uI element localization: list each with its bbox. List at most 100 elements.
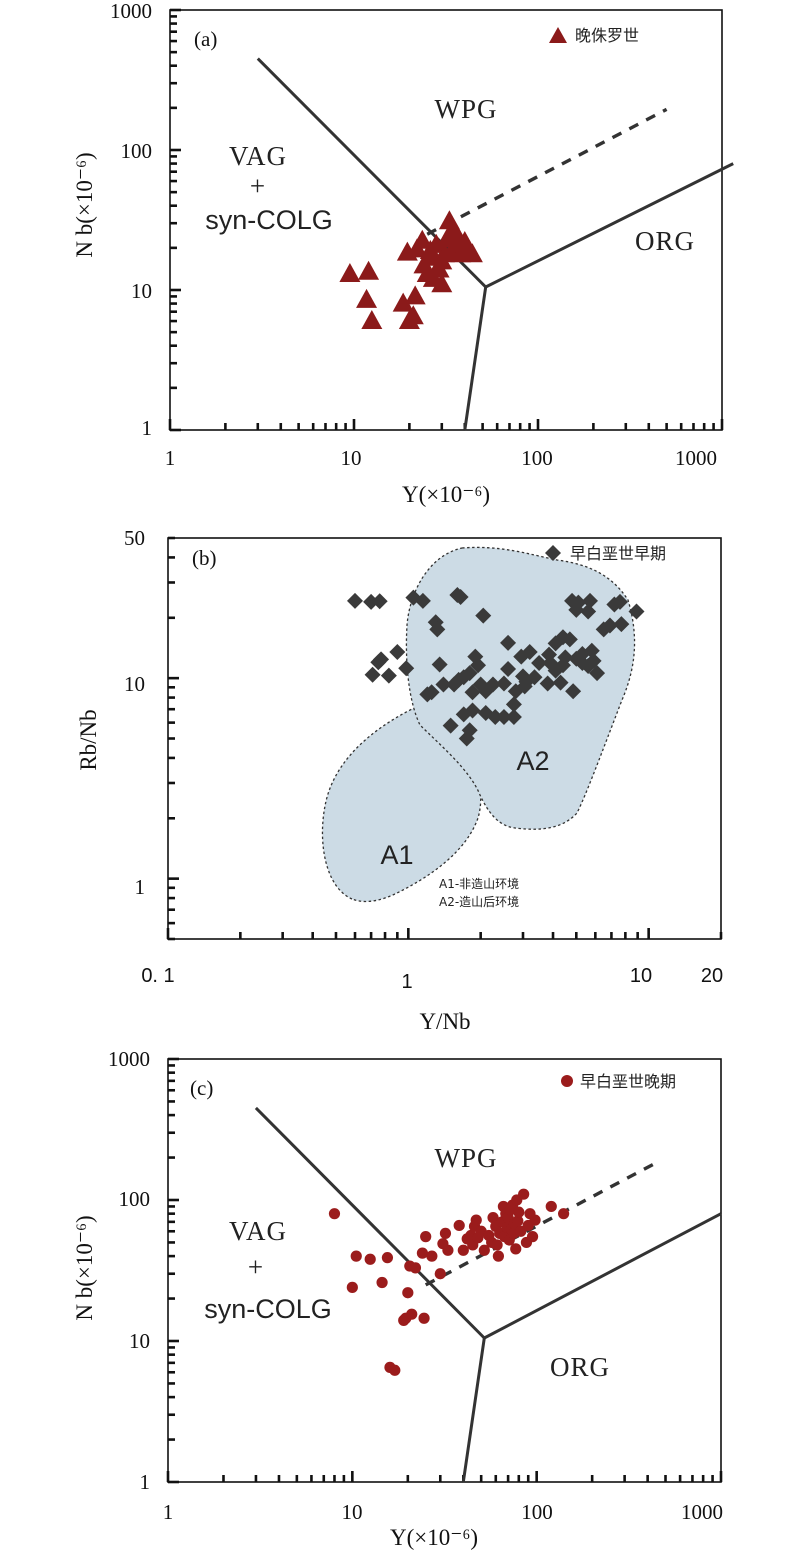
data-point-diamond (389, 644, 406, 661)
data-point-circle (526, 1231, 539, 1243)
data-point-diamond (581, 592, 598, 609)
data-point-diamond (531, 654, 548, 671)
panel-c-points (328, 1188, 570, 1376)
data-point-triangle (427, 258, 449, 278)
data-point-circle (478, 1244, 490, 1256)
data-point-triangle (358, 260, 380, 280)
data-point-circle (418, 1312, 430, 1324)
data-point-diamond (574, 654, 591, 671)
c-xtick-100: 100 (521, 1500, 553, 1524)
a-xtick-100: 100 (521, 446, 553, 470)
b-x-axis-label: Y/Nb (419, 1009, 470, 1034)
c-x-axis-label: Y(×10⁻⁶) (390, 1525, 478, 1550)
a-field-vag: VAG (229, 141, 287, 171)
zone-a1 (321, 703, 482, 903)
b-legend: 早白垩世早期 (545, 544, 666, 563)
a-field-syn-colg: syn-COLG (205, 205, 333, 235)
data-point-circle (420, 1231, 432, 1243)
data-point-diamond (475, 607, 492, 624)
data-point-circle (492, 1250, 504, 1262)
data-point-diamond (500, 661, 517, 678)
c-legend: 早白垩世晚期 (561, 1072, 676, 1091)
c-field-syn-colg: syn-COLG (204, 1294, 332, 1324)
data-point-circle (434, 1268, 446, 1280)
data-point-diamond (557, 649, 574, 666)
data-point-diamond (500, 634, 517, 651)
c-field-org: ORG (550, 1352, 610, 1382)
a-ytick-100: 100 (121, 139, 153, 163)
data-point-diamond (585, 652, 602, 669)
data-point-circle (518, 1188, 530, 1200)
c-xtick-1: 1 (163, 1500, 174, 1524)
data-point-diamond (561, 631, 578, 648)
a-y-axis-label: N b(×10⁻⁶) (72, 152, 97, 257)
a-ytick-10: 10 (131, 279, 152, 303)
b-xtick-0.1: 0. 1 (141, 965, 174, 987)
data-point-diamond (373, 651, 390, 668)
data-point-diamond (539, 675, 556, 692)
data-point-diamond (628, 603, 645, 620)
panel-a: 1000 100 10 1 1 10 100 1000 Y(×10⁻⁶) N b… (72, 0, 734, 507)
data-point-diamond (423, 684, 440, 701)
a-legend-label: 晚侏罗世 (575, 26, 639, 45)
c-field-plus: + (248, 1252, 264, 1282)
data-point-diamond (442, 717, 459, 734)
data-point-diamond (568, 601, 585, 618)
c-ytick-1000: 1000 (108, 1047, 150, 1071)
data-point-circle (389, 1364, 401, 1376)
b-xtick-20: 20 (701, 965, 723, 987)
b-zone-a2-label: A2 (516, 746, 549, 776)
b-ytick-50: 50 (124, 526, 145, 550)
a-field-wpg: WPG (435, 94, 498, 124)
data-point-diamond (613, 616, 630, 633)
a-xtick-1: 1 (165, 446, 176, 470)
a-xtick-10: 10 (341, 446, 362, 470)
data-point-diamond (470, 657, 487, 674)
data-point-diamond (364, 666, 381, 683)
b-legend-label: 早白垩世早期 (570, 544, 666, 563)
data-point-triangle (392, 292, 414, 312)
panel-b-ticks (166, 536, 723, 941)
data-point-triangle (441, 220, 463, 240)
discrimination-boundary-2 (463, 286, 488, 431)
data-point-diamond (565, 683, 582, 700)
data-point-triangle (411, 229, 433, 249)
c-legend-label: 早白垩世晚期 (580, 1072, 676, 1091)
panel-a-points (339, 210, 483, 330)
a-panel-label: (a) (194, 27, 217, 51)
c-xtick-1000: 1000 (681, 1500, 723, 1524)
data-point-circle (350, 1250, 362, 1262)
panel-c-frame (167, 1058, 722, 1483)
data-point-diamond (431, 656, 448, 673)
data-point-triangle (361, 310, 383, 330)
a-field-plus: + (250, 171, 266, 201)
c-panel-label: (c) (190, 1076, 213, 1100)
data-point-circle (376, 1276, 388, 1289)
data-point-diamond (464, 702, 481, 719)
data-point-diamond (435, 676, 452, 693)
data-point-diamond (452, 588, 469, 605)
data-point-diamond (414, 592, 431, 609)
panel-b: 50 10 1 0. 1 1 10 20 Y/Nb Rb/Nb (b) A2 A… (76, 526, 723, 1034)
data-point-circle (364, 1253, 376, 1265)
data-point-diamond (589, 665, 606, 682)
data-point-diamond (580, 603, 597, 620)
data-point-diamond (461, 665, 478, 682)
data-point-circle (510, 1243, 522, 1255)
data-point-diamond (380, 667, 397, 684)
discrimination-boundary-4 (424, 1160, 658, 1287)
data-point-circle (406, 1308, 418, 1320)
data-point-diamond (612, 593, 629, 610)
discrimination-boundary-1 (254, 1106, 486, 1340)
data-point-triangle (402, 305, 424, 325)
data-point-circle (545, 1200, 557, 1213)
data-point-diamond (484, 676, 501, 693)
panel-c: 1000 100 10 1 1 10 100 1000 Y(×10⁻⁶) N b… (72, 1047, 723, 1550)
a-ytick-1000: 1000 (110, 0, 152, 23)
panel-a-frame (169, 9, 723, 431)
data-point-diamond (398, 660, 415, 677)
data-point-circle (512, 1215, 524, 1227)
discrimination-boundary-2 (461, 1337, 486, 1483)
a-xtick-1000: 1000 (675, 446, 717, 470)
